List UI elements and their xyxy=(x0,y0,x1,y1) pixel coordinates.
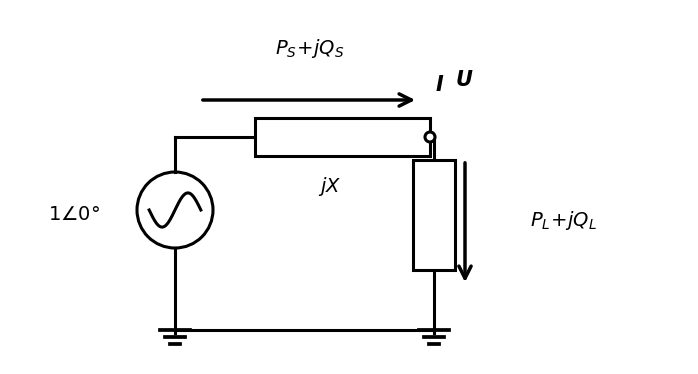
Text: $\mathbfit{I}$: $\mathbfit{I}$ xyxy=(435,75,445,95)
Text: $\mathbfit{U}$: $\mathbfit{U}$ xyxy=(455,70,473,90)
Circle shape xyxy=(425,132,435,142)
Text: $P_S\!+\!jQ_S$: $P_S\!+\!jQ_S$ xyxy=(275,37,345,59)
Bar xyxy=(255,118,430,156)
Text: $1\angle0°$: $1\angle0°$ xyxy=(48,206,100,224)
Text: $P_L\!+\!jQ_L$: $P_L\!+\!jQ_L$ xyxy=(530,208,597,232)
Bar xyxy=(413,160,455,270)
Text: $jX$: $jX$ xyxy=(318,175,341,198)
